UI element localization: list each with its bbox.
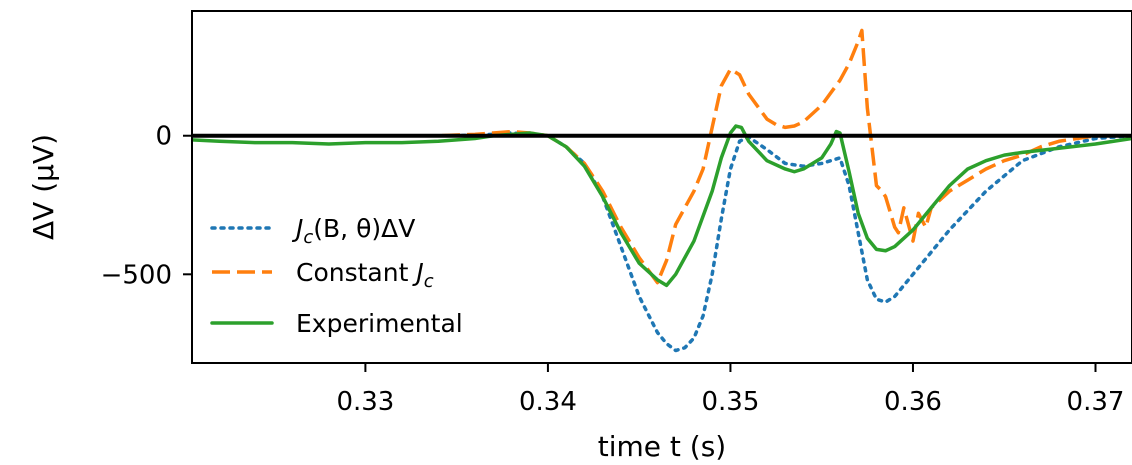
y-tick-label: 0 <box>155 122 172 152</box>
x-tick-label: 0.37 <box>1067 387 1125 417</box>
y-axis: 0 −500 <box>101 122 192 290</box>
x-axis-label: time t (s) <box>598 430 726 463</box>
x-axis: 0.33 0.34 0.35 0.36 0.37 <box>336 363 1124 417</box>
x-tick-label: 0.34 <box>519 387 577 417</box>
y-axis-label: ΔV (μV) <box>27 134 60 240</box>
x-tick-label: 0.35 <box>702 387 760 417</box>
y-tick-label: −500 <box>101 260 172 290</box>
x-tick-label: 0.36 <box>884 387 942 417</box>
legend: Jc(B, θ)ΔV Constant Jc Experimental <box>210 214 463 338</box>
legend-label: Constant Jc <box>296 258 434 292</box>
legend-label: Jc(B, θ)ΔV <box>291 214 415 248</box>
series-line-3 <box>192 124 1132 288</box>
plot-frame <box>191 10 1132 364</box>
legend-label: Experimental <box>296 309 463 338</box>
series-layer <box>192 28 1132 353</box>
x-tick-label: 0.33 <box>336 387 394 417</box>
series-line-2 <box>192 28 1132 285</box>
